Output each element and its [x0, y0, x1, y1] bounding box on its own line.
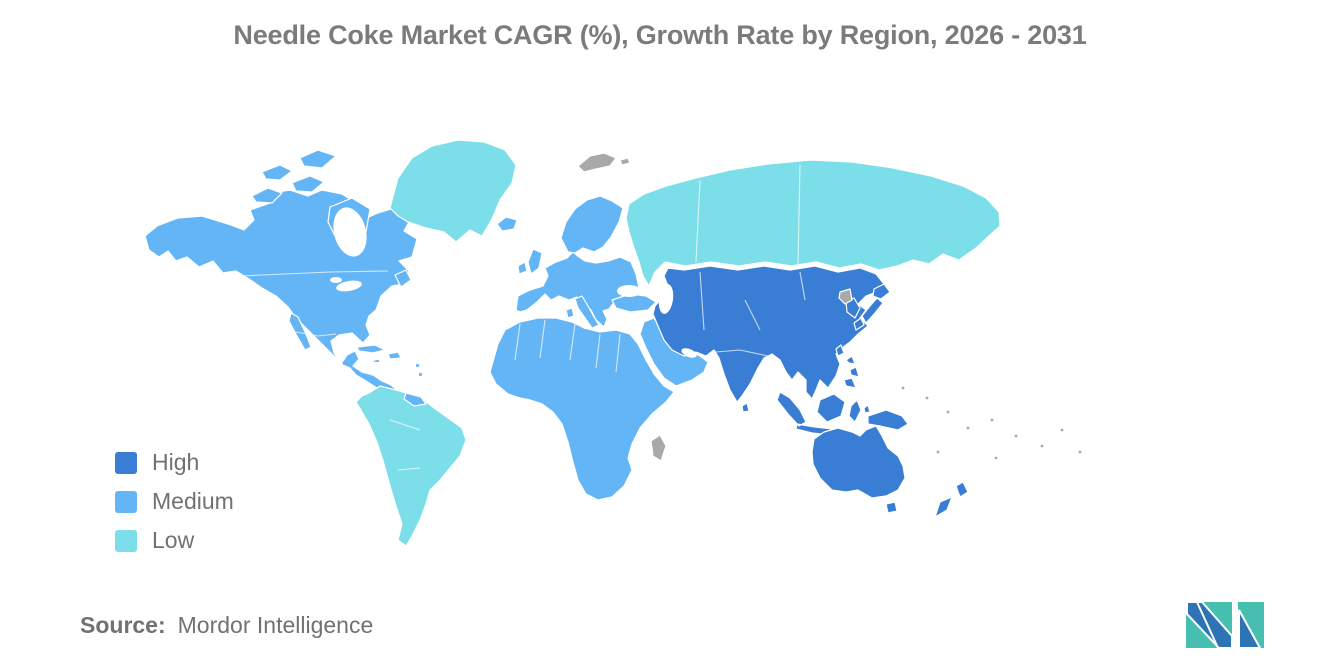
region-arctic-islands: [251, 149, 337, 204]
region-ireland: [517, 261, 528, 275]
region-taiwan: [835, 344, 845, 357]
pacific-islands: [900, 385, 1083, 461]
inland-seas: [330, 207, 697, 358]
legend-item-medium: Medium: [115, 490, 234, 513]
region-iceland: [496, 216, 518, 232]
region-caribbean: [356, 344, 424, 378]
legend-label-low: Low: [152, 527, 195, 553]
source-label: Source:: [80, 612, 166, 638]
chart-title: Needle Coke Market CAGR (%), Growth Rate…: [233, 20, 1087, 50]
region-tasmania: [885, 501, 898, 514]
region-russia: [625, 159, 1001, 287]
source-line: Source: Mordor Intelligence: [80, 612, 373, 639]
region-scandinavia: [560, 195, 624, 254]
region-north-america: [144, 189, 418, 399]
region-sri-lanka: [741, 402, 750, 413]
legend: High Medium Low: [115, 451, 234, 552]
region-baja-california: [288, 312, 312, 351]
legend-swatch-medium: [115, 490, 137, 513]
mordor-intelligence-logo: [1186, 601, 1264, 649]
region-guianas: [403, 392, 427, 407]
region-newfoundland: [394, 269, 412, 288]
region-new-zealand: [934, 481, 969, 518]
region-africa: [489, 317, 675, 501]
source-value: Mordor Intelligence: [177, 612, 374, 638]
region-philippines: [843, 355, 860, 389]
region-south-america: [355, 385, 467, 547]
region-south-korea: [845, 297, 861, 319]
region-svalbard: [577, 152, 631, 173]
region-united-kingdom: [527, 248, 543, 275]
legend-label-high: High: [152, 449, 200, 475]
legend-swatch-low: [115, 529, 137, 552]
region-japan: [853, 283, 891, 331]
region-madagascar: [650, 434, 667, 462]
region-asia-high: [652, 265, 885, 403]
country-borders: [239, 164, 806, 471]
legend-swatch-high: [115, 451, 137, 474]
region-north-korea: [838, 288, 853, 305]
region-australia: [811, 425, 906, 499]
legend-label-medium: Medium: [152, 488, 234, 514]
region-indonesia: [776, 391, 909, 436]
legend-item-high: High: [115, 451, 234, 474]
legend-item-low: Low: [115, 529, 234, 552]
region-greenland: [389, 139, 517, 243]
